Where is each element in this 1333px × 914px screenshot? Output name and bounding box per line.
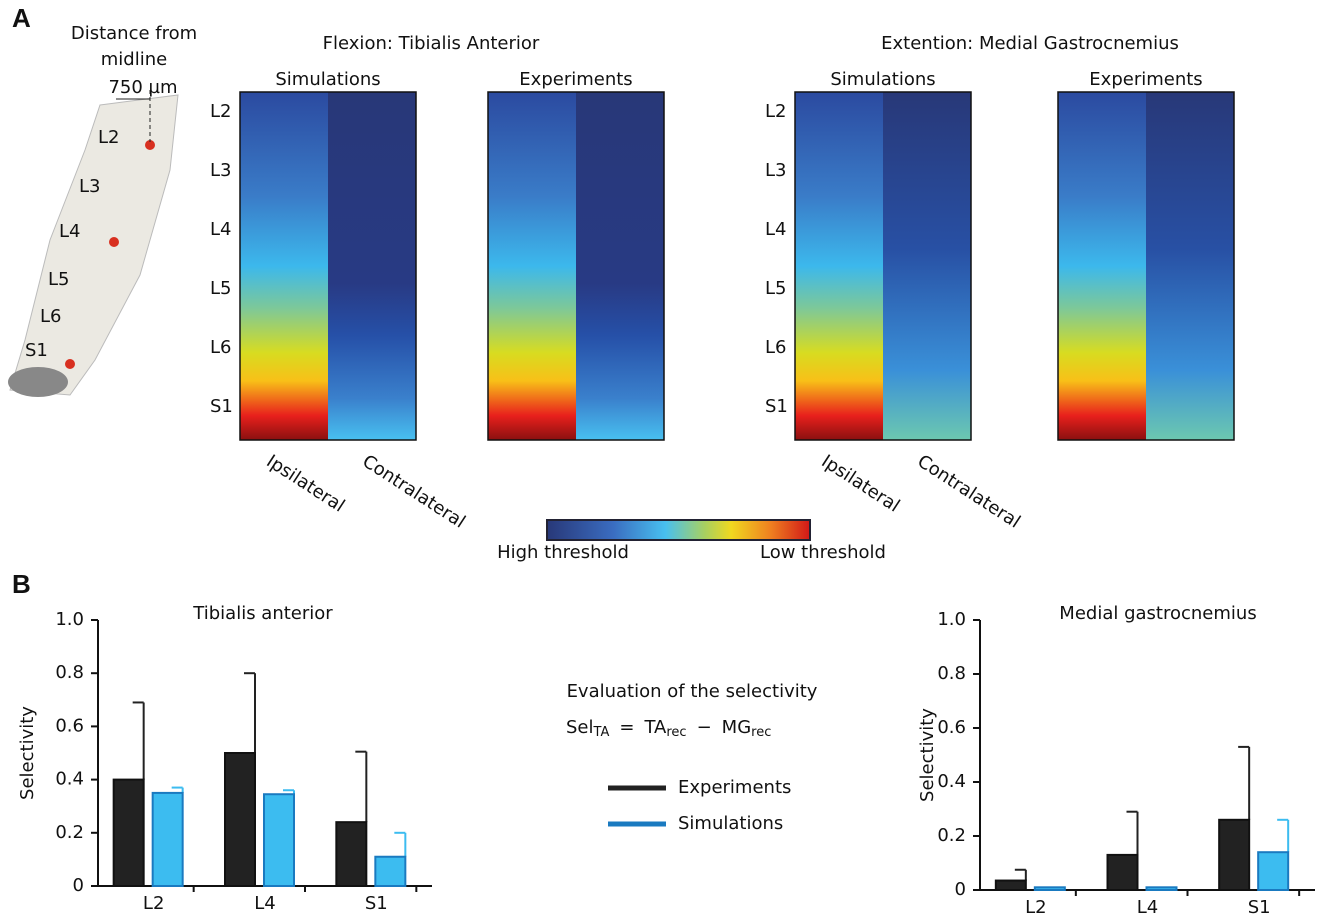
- bar: [336, 822, 366, 886]
- row-label: L4: [210, 219, 231, 240]
- bar: [1219, 820, 1249, 890]
- x-tick-label: L2: [143, 893, 164, 914]
- note-title: Evaluation of the selectivity: [567, 681, 818, 702]
- row-label: L6: [765, 337, 786, 358]
- caption: Distance from: [71, 23, 197, 44]
- segment-label: L6: [40, 306, 61, 327]
- row-label: L3: [210, 160, 231, 181]
- y-tick-label: 0.8: [55, 662, 84, 683]
- panel-label: B: [12, 569, 31, 599]
- x-tick-label: L4: [254, 893, 275, 914]
- chart-title: Medial gastrocnemius: [1059, 603, 1256, 624]
- panel-label: A: [12, 3, 31, 33]
- x-tick-label: L2: [1025, 897, 1046, 914]
- chart-title: Tibialis anterior: [192, 603, 333, 624]
- y-tick-label: 0: [955, 879, 966, 900]
- row-label: S1: [210, 396, 233, 417]
- formula-part: −: [697, 717, 712, 738]
- colorbar-label: Low threshold: [760, 542, 886, 563]
- segment-label: L4: [59, 221, 80, 242]
- y-axis-label: Selectivity: [17, 706, 38, 800]
- heatmap-contra: [1146, 92, 1234, 440]
- y-axis-label: Selectivity: [917, 708, 938, 802]
- heatmap-ipsi: [240, 92, 328, 440]
- bar: [114, 780, 144, 886]
- y-tick-label: 0.8: [937, 663, 966, 684]
- heatmap-ipsi: [795, 92, 883, 440]
- x-tick-label: S1: [365, 893, 388, 914]
- y-tick-label: 1.0: [937, 609, 966, 630]
- electrode: [109, 237, 119, 247]
- y-tick-label: 0.6: [937, 717, 966, 738]
- caption: midline: [101, 49, 167, 70]
- bar: [264, 794, 294, 886]
- segment-label: L3: [79, 176, 100, 197]
- row-label: L3: [765, 160, 786, 181]
- colorbar: [547, 520, 810, 540]
- heatmap-title: Extention: Medial Gastrocnemius: [881, 33, 1179, 54]
- formula: SelTA=TArec−MGrec: [566, 717, 771, 740]
- column-title: Simulations: [830, 69, 935, 90]
- formula-part: TA: [643, 717, 667, 738]
- formula-part: rec: [666, 725, 686, 740]
- segment-label: S1: [25, 340, 48, 361]
- segment-label: L2: [98, 127, 119, 148]
- heatmap-ipsi: [488, 92, 576, 440]
- bar: [996, 881, 1026, 890]
- formula-part: TA: [593, 725, 610, 740]
- y-tick-label: 1.0: [55, 609, 84, 630]
- electrode: [65, 359, 75, 369]
- column-title: Simulations: [275, 69, 380, 90]
- bar: [225, 753, 255, 886]
- x-label: Contralateral: [359, 451, 469, 533]
- legend-label: Simulations: [678, 813, 783, 834]
- row-label: L5: [210, 278, 231, 299]
- heatmap-ipsi: [1058, 92, 1146, 440]
- cord-section: [8, 367, 68, 397]
- scale-label: 750 µm: [108, 77, 177, 98]
- x-tick-label: S1: [1248, 897, 1271, 914]
- formula-part: =: [619, 717, 634, 738]
- heatmap-title: Flexion: Tibialis Anterior: [323, 33, 540, 54]
- row-label: L5: [765, 278, 786, 299]
- segment-label: L5: [48, 269, 69, 290]
- bar: [153, 793, 183, 886]
- x-label: Contralateral: [914, 451, 1024, 533]
- row-label: L2: [765, 101, 786, 122]
- formula-part: Sel: [566, 717, 594, 738]
- legend-label: Experiments: [678, 777, 791, 798]
- bar: [1258, 852, 1288, 890]
- x-tick-label: L4: [1137, 897, 1158, 914]
- bar: [375, 857, 405, 886]
- figure: A B Distance from midline 750 µm L2 L3 L…: [0, 0, 1333, 914]
- row-label: L4: [765, 219, 786, 240]
- y-tick-label: 0.6: [55, 715, 84, 736]
- column-title: Experiments: [1089, 69, 1202, 90]
- row-label: L6: [210, 337, 231, 358]
- y-tick-label: 0: [73, 875, 84, 896]
- bar: [1108, 855, 1138, 890]
- heatmap-contra: [883, 92, 971, 440]
- formula-part: MG: [722, 717, 751, 738]
- formula-part: rec: [751, 725, 771, 740]
- x-label: Ipsilateral: [263, 451, 349, 517]
- y-tick-label: 0.2: [937, 825, 966, 846]
- heatmap-contra: [576, 92, 664, 440]
- bar: [1147, 887, 1177, 890]
- bar: [1035, 887, 1065, 890]
- row-label: S1: [765, 396, 788, 417]
- row-label: L2: [210, 101, 231, 122]
- column-title: Experiments: [519, 69, 632, 90]
- y-tick-label: 0.4: [55, 769, 84, 790]
- x-label: Ipsilateral: [818, 451, 904, 517]
- colorbar-label: High threshold: [497, 542, 629, 563]
- y-tick-label: 0.2: [55, 822, 84, 843]
- heatmap-contra: [328, 92, 416, 440]
- y-tick-label: 0.4: [937, 771, 966, 792]
